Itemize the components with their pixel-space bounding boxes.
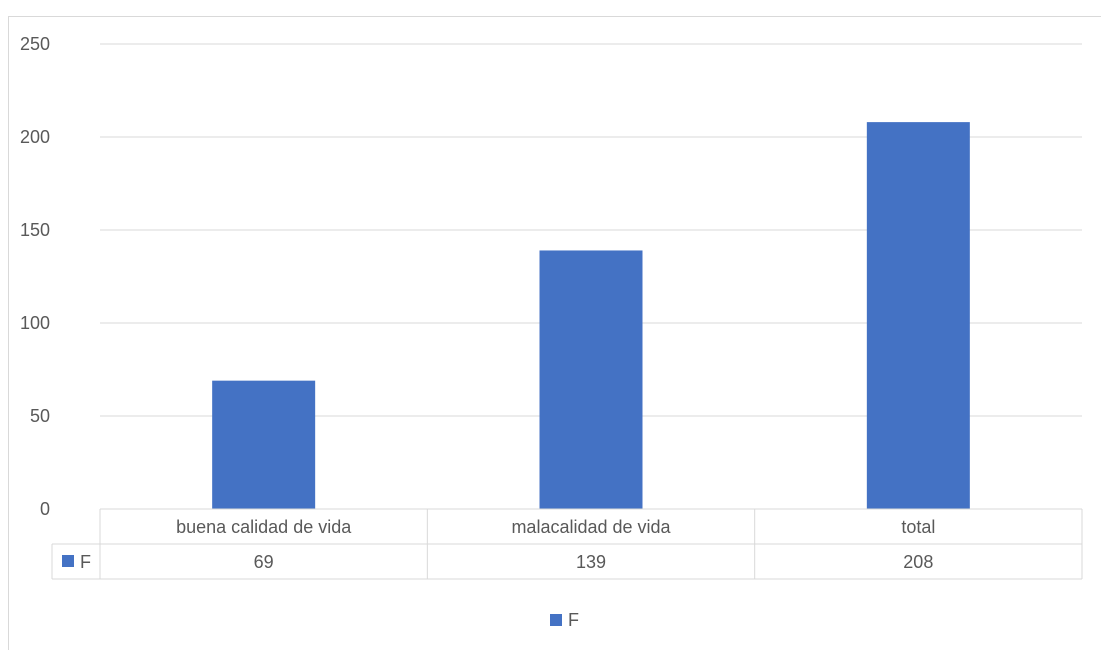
y-tick-label: 150	[20, 220, 50, 240]
category-label: buena calidad de vida	[176, 517, 352, 537]
y-tick-label: 0	[40, 499, 50, 519]
data-value-label: 69	[254, 552, 274, 572]
data-value-label: 139	[576, 552, 606, 572]
bar	[212, 380, 316, 509]
table-series-swatch	[62, 555, 74, 567]
category-label: malacalidad de vida	[511, 517, 671, 537]
y-tick-label: 250	[20, 34, 50, 54]
legend-label: F	[568, 610, 579, 630]
data-table: buena calidad de vida 69 malacalidad de vi…	[51, 508, 1083, 580]
y-tick-label: 50	[30, 406, 50, 426]
bars	[212, 122, 970, 510]
bar	[866, 122, 970, 510]
y-tick-label: 200	[20, 127, 50, 147]
y-tick-label: 100	[20, 313, 50, 333]
category-label: total	[901, 517, 935, 537]
legend-swatch	[550, 614, 562, 626]
legend: F	[550, 610, 579, 630]
bar	[539, 250, 643, 509]
y-axis-tick-labels: 0 50 100 150 200 250	[20, 34, 50, 519]
table-series-label: F	[80, 552, 91, 572]
data-value-label: 208	[903, 552, 933, 572]
chart-area	[8, 16, 1101, 650]
